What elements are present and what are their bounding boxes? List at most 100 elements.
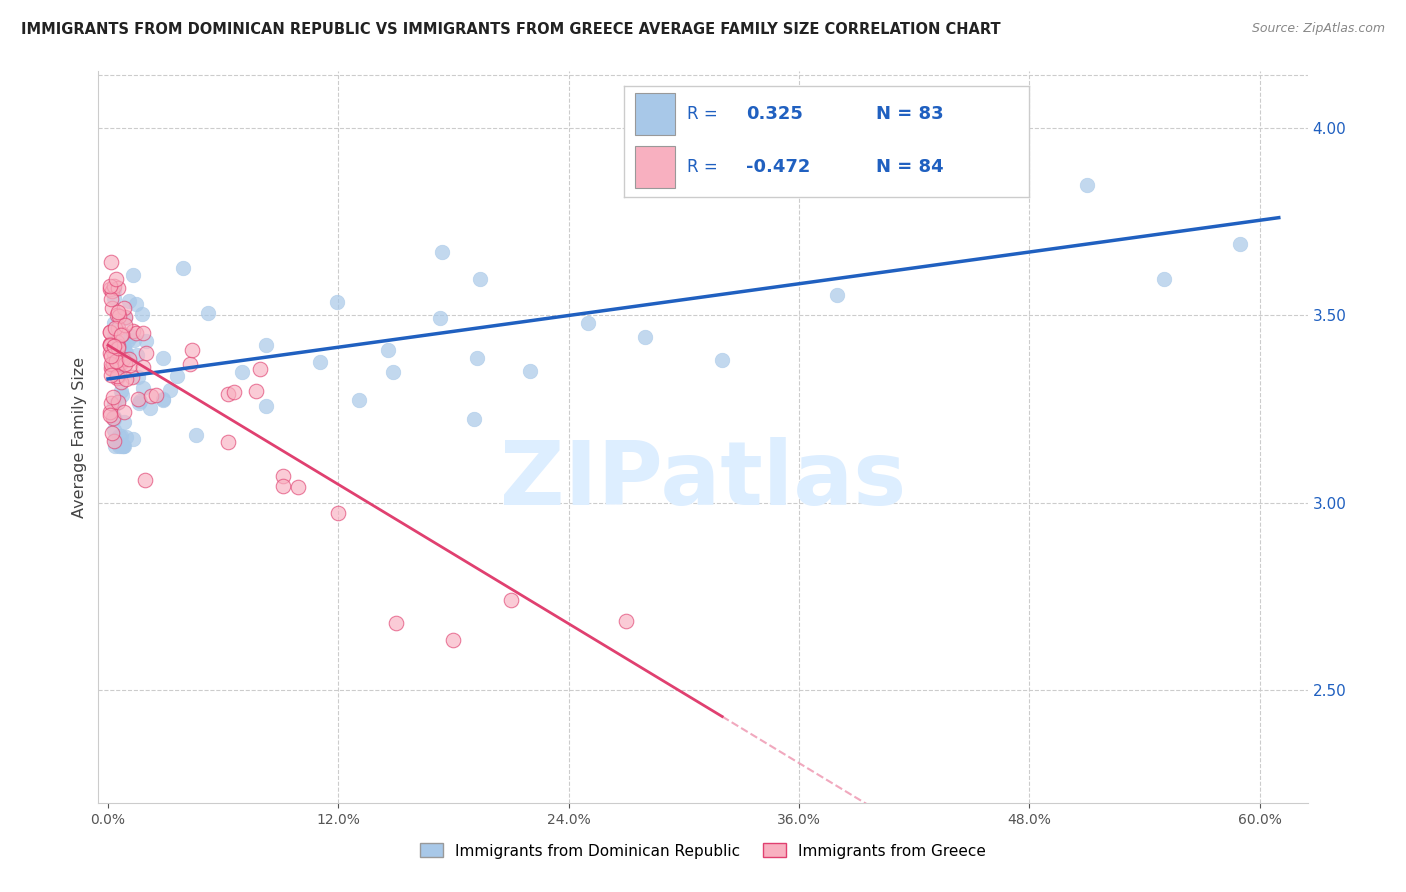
Point (217, 386, 239, 401)
Point (166, 368, 188, 383)
Point (108, 356, 131, 370)
Point (519, 364, 541, 378)
Point (98, 282, 121, 296)
Point (470, 272, 492, 286)
Point (107, 339, 129, 353)
Point (103, 409, 125, 424)
Point (98, 326, 121, 340)
Point (103, 350, 125, 364)
Point (135, 346, 157, 360)
Point (98, 337, 121, 351)
Point (903, 119, 925, 133)
Point (101, 362, 124, 376)
Point (111, 388, 134, 402)
Point (104, 440, 127, 454)
Point (152, 351, 174, 365)
Point (111, 440, 134, 454)
Point (998, 162, 1021, 177)
Point (179, 357, 201, 371)
Point (120, 329, 142, 343)
Point (103, 284, 125, 298)
Point (385, 615, 408, 630)
Point (114, 311, 136, 326)
Point (122, 333, 145, 347)
Point (128, 395, 150, 409)
Point (104, 358, 127, 372)
Point (118, 358, 141, 372)
Point (111, 338, 134, 352)
Point (139, 389, 162, 403)
Point (115, 372, 138, 386)
Point (104, 433, 127, 447)
Legend: Immigrants from Dominican Republic, Immigrants from Greece: Immigrants from Dominican Republic, Immi… (413, 838, 993, 864)
Point (100, 293, 122, 307)
Point (101, 411, 124, 425)
Point (152, 392, 174, 406)
Point (111, 352, 134, 367)
Point (107, 428, 129, 442)
Point (432, 245, 454, 260)
Point (101, 301, 124, 316)
Point (100, 395, 122, 409)
Point (287, 481, 309, 495)
Text: ZIPatlas: ZIPatlas (501, 437, 905, 524)
Point (114, 344, 136, 359)
Point (499, 592, 522, 607)
Point (111, 440, 134, 454)
Point (127, 348, 149, 362)
Point (104, 271, 127, 285)
Point (103, 317, 125, 331)
Point (103, 359, 125, 374)
Point (100, 361, 122, 376)
Point (114, 310, 136, 324)
Point (132, 380, 155, 394)
Point (271, 469, 294, 483)
Point (328, 506, 350, 520)
Point (217, 435, 239, 450)
Point (112, 301, 135, 315)
Point (108, 309, 131, 323)
Point (634, 330, 657, 344)
Point (107, 321, 129, 335)
Point (112, 405, 135, 419)
Point (103, 412, 125, 426)
Point (249, 362, 271, 376)
Point (110, 440, 132, 454)
Point (110, 375, 132, 389)
Point (111, 327, 134, 342)
Point (100, 357, 122, 371)
Point (98, 278, 121, 293)
Point (107, 356, 129, 370)
Point (107, 395, 129, 409)
Point (103, 291, 125, 305)
Text: IMMIGRANTS FROM DOMINICAN REPUBLIC VS IMMIGRANTS FROM GREECE AVERAGE FAMILY SIZE: IMMIGRANTS FROM DOMINICAN REPUBLIC VS IM… (21, 22, 1001, 37)
Point (118, 293, 141, 308)
Point (614, 615, 637, 629)
Point (134, 473, 156, 487)
Point (463, 412, 485, 426)
Point (1076, 178, 1098, 192)
Point (224, 385, 246, 400)
Point (112, 440, 135, 454)
Point (103, 434, 125, 449)
Point (159, 383, 181, 397)
Point (103, 360, 125, 375)
Point (104, 321, 127, 335)
Point (271, 479, 294, 493)
Point (100, 255, 122, 269)
Point (121, 370, 143, 384)
Point (111, 344, 134, 359)
Point (1153, 272, 1175, 286)
Point (127, 392, 149, 407)
Point (125, 297, 148, 311)
Point (107, 368, 129, 382)
Point (105, 334, 128, 349)
Point (377, 343, 399, 357)
Point (105, 371, 128, 385)
Point (325, 295, 347, 310)
Point (117, 333, 139, 347)
Point (110, 344, 132, 359)
Point (98, 338, 121, 352)
Point (100, 285, 122, 299)
Point (110, 384, 132, 398)
